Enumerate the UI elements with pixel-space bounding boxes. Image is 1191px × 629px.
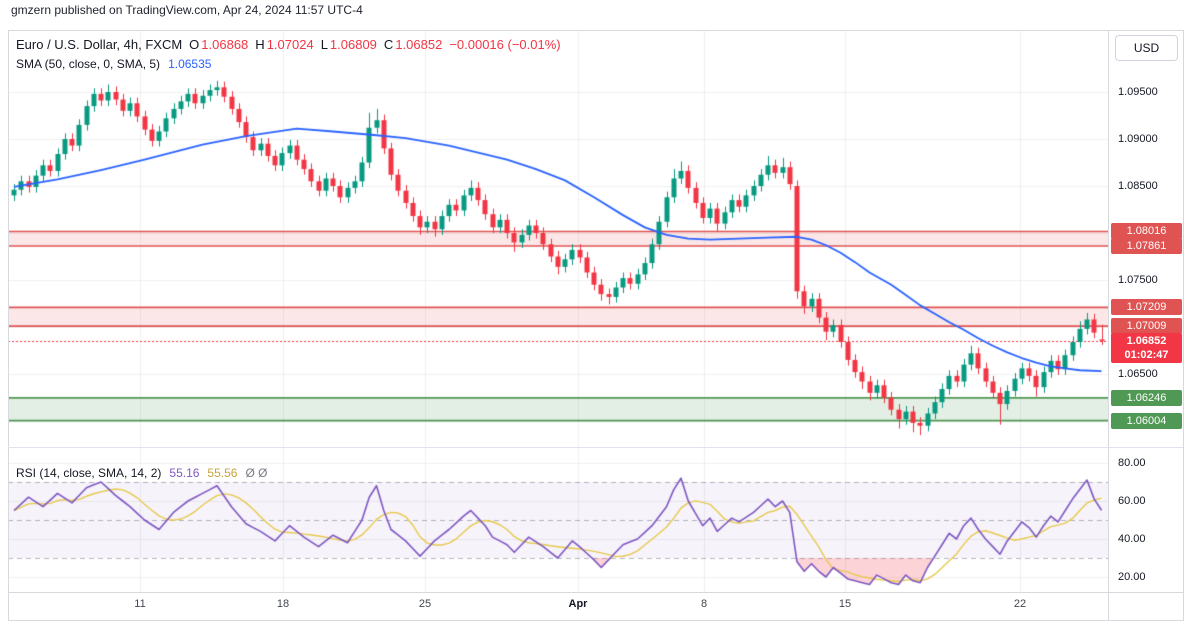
rsi-tick-label: 60.00 [1118, 495, 1146, 507]
rsi-tick-label: 20.00 [1118, 571, 1146, 583]
close-value: 1.06852 [395, 37, 443, 52]
time-label: 18 [276, 598, 290, 610]
price-tick-label: 1.06500 [1118, 368, 1158, 380]
symbol-title[interactable]: Euro / U.S. Dollar, 4h, FXCM [16, 37, 183, 52]
rsi-value: 55.16 [169, 466, 200, 480]
rsi-band-icons: Ø Ø [245, 466, 268, 480]
time-label: 11 [134, 598, 146, 610]
open-field: O 1.06868 [189, 37, 248, 52]
time-label: 25 [418, 598, 432, 610]
price-tick-label: 1.09000 [1118, 133, 1158, 145]
price-tick-label: 1.07500 [1118, 274, 1158, 286]
low-field: L 1.06809 [321, 37, 377, 52]
change-value: −0.00016 (−0.01%) [449, 37, 561, 52]
high-value: 1.07024 [266, 37, 314, 52]
sma-label[interactable]: SMA (50, close, 0, SMA, 5) [16, 57, 161, 71]
time-label: 8 [700, 598, 708, 610]
rsi-tick-label: 40.00 [1118, 533, 1146, 545]
open-label: O [189, 37, 200, 52]
close-label: C [383, 37, 394, 52]
pane-divider[interactable] [8, 447, 1183, 448]
countdown-timer: 01:02:47 [1124, 348, 1169, 361]
rsi-legend: RSI (14, close, SMA, 14, 2) 55.16 55.56 … [16, 466, 272, 480]
rsi-tick-label: 80.00 [1118, 457, 1146, 469]
price-axis[interactable]: USD 1.09500 1.09000 1.08500 1.07500 1.06500 8… [1109, 30, 1184, 621]
time-label: Apr [568, 598, 588, 610]
price-badge-resistance: 1.07009 [1111, 318, 1182, 335]
high-field: H 1.07024 [255, 37, 313, 52]
currency-button[interactable]: USD [1115, 35, 1178, 61]
price-badge-support: 1.06246 [1111, 389, 1182, 406]
price-tick-label: 1.08500 [1118, 180, 1158, 192]
low-label: L [320, 37, 328, 52]
sma-legend: SMA (50, close, 0, SMA, 5) 1.06535 [16, 57, 211, 71]
sma-value: 1.06535 [168, 57, 212, 71]
price-badge-resistance: 1.07861 [1111, 238, 1182, 255]
rsi-ma-value: 55.56 [207, 466, 238, 480]
close-field: C 1.06852 [384, 37, 442, 52]
price-badge-resistance: 1.07209 [1111, 299, 1182, 316]
candlestick-chart-canvas[interactable] [8, 30, 1108, 592]
price-tick-label: 1.09500 [1118, 86, 1158, 98]
time-axis[interactable]: 11 18 25 Apr 8 15 22 [8, 593, 1108, 620]
time-label: 15 [838, 598, 852, 610]
time-axis-separator [8, 592, 1184, 593]
low-value: 1.06809 [329, 37, 377, 52]
price-badge-current: 1.06852 01:02:47 [1111, 332, 1182, 363]
price-axis-separator [1108, 30, 1109, 621]
price-badge-resistance: 1.08016 [1111, 223, 1182, 240]
last-price-value: 1.06852 [1126, 334, 1167, 347]
rsi-label[interactable]: RSI (14, close, SMA, 14, 2) [16, 466, 162, 480]
open-value: 1.06868 [201, 37, 249, 52]
attribution: gmzern published on TradingView.com, Apr… [11, 3, 363, 17]
price-badge-support: 1.06004 [1111, 412, 1182, 429]
high-label: H [255, 37, 265, 52]
time-label: 22 [1013, 598, 1027, 610]
